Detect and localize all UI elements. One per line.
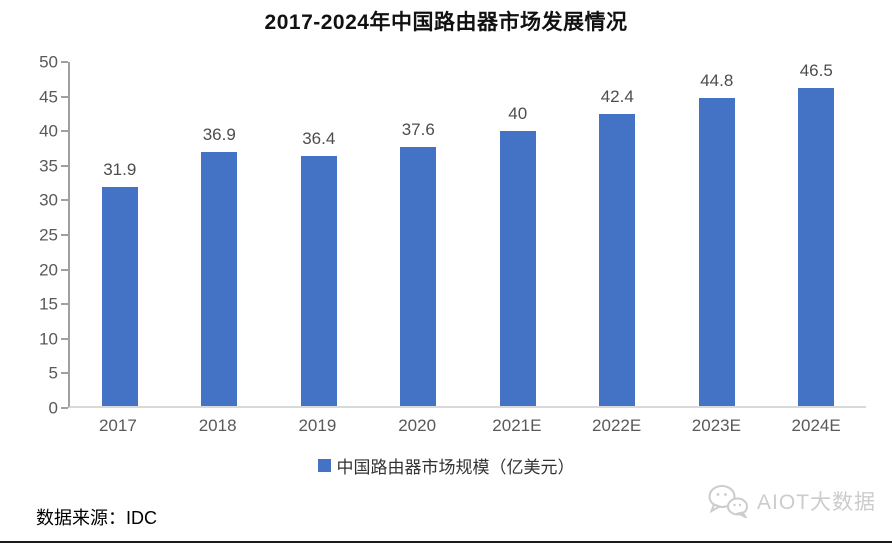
y-tick-label: 5 bbox=[48, 363, 58, 383]
y-tick-label: 10 bbox=[39, 329, 58, 349]
bar-column: 46.5 bbox=[767, 62, 867, 406]
bar-column: 40 bbox=[468, 62, 568, 406]
bar bbox=[599, 114, 636, 406]
bar-value-label: 46.5 bbox=[799, 61, 833, 80]
legend-swatch bbox=[317, 459, 331, 472]
bar-column: 31.9 bbox=[70, 62, 170, 406]
bar-value-label: 36.4 bbox=[302, 128, 336, 148]
bar bbox=[698, 97, 735, 406]
bar-value-label: 40 bbox=[508, 103, 528, 123]
y-tick-mark bbox=[61, 95, 68, 98]
x-tick-label: 2017 bbox=[98, 416, 137, 435]
bar-value-label: 36.9 bbox=[202, 125, 236, 145]
y-tick-label: 40 bbox=[39, 121, 58, 141]
bar bbox=[300, 155, 337, 406]
bar-value-label: 44.8 bbox=[700, 70, 734, 90]
x-tick-label: 2020 bbox=[398, 416, 437, 435]
y-tick-label: 30 bbox=[39, 190, 58, 210]
bar bbox=[101, 186, 138, 406]
bottom-divider bbox=[0, 541, 892, 543]
bar-columns: 31.9 36.9 36.4 37.6 40 42.4 44.8 46.5 bbox=[70, 62, 866, 406]
bar bbox=[400, 147, 437, 406]
bar-column: 44.8 bbox=[667, 62, 767, 406]
y-tick-mark bbox=[61, 130, 68, 133]
y-tick-mark bbox=[61, 234, 68, 236]
x-tick-label: 2022E bbox=[592, 416, 642, 435]
x-tick-label: 2021E bbox=[492, 416, 542, 435]
bar-column: 36.4 bbox=[269, 62, 369, 406]
bar-column: 42.4 bbox=[568, 62, 668, 406]
legend-label: 中国路由器市场规模（亿美元） bbox=[336, 458, 575, 477]
x-tick-label: 2018 bbox=[198, 416, 237, 435]
brand-watermark: AIOT大数据 bbox=[707, 484, 876, 518]
y-tick-label: 50 bbox=[39, 52, 58, 72]
x-tick-label: 2019 bbox=[298, 416, 337, 435]
bar-column: 37.6 bbox=[369, 62, 469, 406]
y-tick-mark bbox=[61, 337, 68, 340]
x-tick-label: 2024E bbox=[791, 416, 841, 435]
legend: 中国路由器市场规模（亿美元） bbox=[0, 453, 892, 478]
y-tick-mark bbox=[61, 303, 68, 306]
y-tick-label: 0 bbox=[48, 398, 58, 418]
x-tick-label: 2023E bbox=[691, 416, 741, 435]
chart-title: 2017-2024年中国路由器市场发展情况 bbox=[264, 11, 628, 34]
y-tick-mark bbox=[61, 164, 68, 167]
plot-area: 31.9 36.9 36.4 37.6 40 42.4 44.8 46.5 bbox=[68, 62, 866, 408]
y-tick-mark bbox=[61, 407, 68, 409]
y-tick-mark bbox=[61, 61, 68, 63]
brand-name: AIOT大数据 bbox=[756, 491, 876, 514]
y-tick-label: 15 bbox=[39, 294, 58, 314]
y-tick-label: 20 bbox=[39, 260, 58, 280]
bar bbox=[798, 88, 835, 406]
data-source-label: 数据来源：IDC bbox=[36, 508, 157, 528]
y-tick-mark bbox=[61, 268, 68, 271]
x-axis: 2017 2018 2019 2020 2021E 2022E 2023E 2024E bbox=[68, 417, 866, 434]
wechat-icon bbox=[708, 485, 748, 518]
y-tick-label: 35 bbox=[39, 156, 58, 176]
bar-value-label: 42.4 bbox=[600, 87, 634, 107]
bar-value-label: 37.6 bbox=[401, 120, 435, 140]
bar bbox=[499, 130, 536, 406]
y-tick-mark bbox=[61, 372, 68, 375]
bar-column: 36.9 bbox=[170, 62, 270, 406]
y-tick-mark bbox=[61, 199, 68, 202]
bar bbox=[201, 152, 238, 406]
y-tick-label: 25 bbox=[39, 225, 58, 245]
y-tick-label: 45 bbox=[39, 87, 58, 107]
y-axis: 0 5 10 15 20 25 30 35 40 45 50 bbox=[18, 54, 58, 417]
bar-value-label: 31.9 bbox=[103, 159, 137, 179]
y-axis-ticks bbox=[61, 61, 68, 409]
